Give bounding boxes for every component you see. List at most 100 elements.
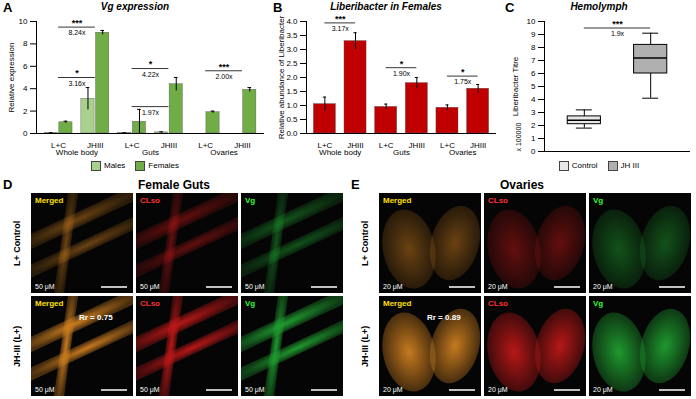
- svg-text:Vg: Vg: [593, 299, 603, 308]
- svg-text:Vg: Vg: [245, 196, 255, 205]
- svg-text:***: ***: [219, 62, 230, 72]
- svg-text:50 μM: 50 μM: [245, 283, 265, 291]
- svg-text:JHIII: JHIII: [234, 141, 251, 151]
- svg-text:L+C: L+C: [317, 141, 333, 151]
- svg-text:3: 3: [531, 108, 536, 117]
- svg-text:L+C: L+C: [379, 141, 394, 150]
- svg-text:Merged: Merged: [35, 196, 64, 205]
- svg-text:0: 0: [23, 129, 28, 138]
- svg-text:20 μM: 20 μM: [593, 386, 613, 394]
- svg-text:0.0: 0.0: [286, 129, 298, 138]
- svg-text:5: 5: [531, 82, 536, 91]
- svg-text:8.24x: 8.24x: [68, 29, 86, 36]
- svg-text:***: ***: [335, 14, 346, 24]
- svg-text:Rr = 0.89: Rr = 0.89: [427, 313, 461, 322]
- svg-text:20 μM: 20 μM: [488, 283, 508, 291]
- svg-text:20 μM: 20 μM: [488, 386, 508, 394]
- svg-text:JHIII: JHIII: [87, 141, 104, 151]
- svg-text:Guts: Guts: [393, 148, 410, 157]
- svg-text:1.97x: 1.97x: [142, 109, 160, 116]
- svg-text:4: 4: [531, 95, 536, 104]
- svg-text:50 μM: 50 μM: [140, 283, 160, 291]
- svg-text:0.5: 0.5: [286, 115, 298, 124]
- html-text:B: B: [273, 0, 283, 15]
- svg-text:1.5: 1.5: [286, 87, 298, 96]
- svg-text:Whole body: Whole body: [56, 148, 98, 157]
- html-text:Males: Males: [104, 161, 126, 171]
- svg-text:CLso: CLso: [140, 299, 160, 308]
- svg-text:1: 1: [531, 134, 536, 143]
- svg-text:Merged: Merged: [35, 299, 64, 308]
- svg-text:Merged: Merged: [383, 196, 412, 205]
- svg-text:Vg: Vg: [245, 299, 255, 308]
- svg-text:JHIII: JHIII: [409, 141, 425, 150]
- svg-text:4.22x: 4.22x: [142, 71, 160, 78]
- svg-text:8: 8: [23, 39, 28, 48]
- svg-text:6: 6: [531, 69, 536, 78]
- html-text:Ovaries: Ovaries: [500, 178, 544, 192]
- svg-text:50 μM: 50 μM: [140, 386, 160, 394]
- svg-text:*: *: [149, 59, 153, 69]
- svg-text:CLso: CLso: [488, 196, 508, 205]
- svg-text:2.00x: 2.00x: [215, 73, 233, 80]
- svg-text:1.90x: 1.90x: [393, 70, 411, 77]
- svg-text:0: 0: [531, 147, 536, 156]
- svg-text:2: 2: [23, 107, 28, 116]
- svg-text:JHIII: JHIII: [469, 141, 487, 151]
- svg-text:3.0: 3.0: [286, 45, 298, 54]
- svg-text:*: *: [75, 68, 79, 78]
- svg-text:L+C: L+C: [51, 141, 66, 151]
- svg-text:20 μM: 20 μM: [383, 386, 403, 394]
- svg-text:6: 6: [23, 62, 28, 71]
- svg-text:Relative expression: Relative expression: [7, 43, 16, 113]
- svg-text:10: 10: [19, 17, 28, 26]
- svg-text:3.16x: 3.16x: [68, 80, 86, 87]
- svg-text:*: *: [461, 67, 465, 77]
- svg-text:JHIII: JHIII: [347, 141, 364, 151]
- html-text:Liberibacter in Females: Liberibacter in Females: [330, 1, 442, 12]
- svg-text:***: ***: [72, 18, 83, 28]
- svg-text:7: 7: [531, 56, 536, 65]
- svg-text:Rr = 0.75: Rr = 0.75: [79, 313, 113, 322]
- svg-text:CLso: CLso: [140, 196, 160, 205]
- svg-text:CLso: CLso: [488, 299, 508, 308]
- svg-text:Liberibacter Titre: Liberibacter Titre: [511, 56, 520, 116]
- svg-text:Guts: Guts: [142, 148, 159, 157]
- html-text:Vg expression: Vg expression: [100, 1, 170, 12]
- svg-text:20 μM: 20 μM: [593, 283, 613, 291]
- svg-text:50 μM: 50 μM: [245, 386, 265, 394]
- svg-text:3.5: 3.5: [286, 31, 298, 40]
- svg-text:9: 9: [531, 30, 536, 39]
- svg-text:Ovaries: Ovaries: [449, 148, 477, 157]
- svg-text:L+C: L+C: [440, 141, 455, 151]
- svg-text:***: ***: [612, 19, 623, 29]
- svg-text:Merged: Merged: [383, 299, 412, 308]
- svg-text:L+C: L+C: [125, 141, 140, 150]
- html-text:Hemolymph: Hemolymph: [570, 1, 628, 12]
- svg-text:x 100000: x 100000: [515, 123, 522, 152]
- svg-text:L+C: L+C: [198, 141, 214, 151]
- svg-text:Vg: Vg: [593, 196, 603, 205]
- svg-text:Whole body: Whole body: [319, 148, 361, 157]
- svg-text:4: 4: [23, 84, 28, 93]
- svg-text:1.0: 1.0: [286, 101, 298, 110]
- html-text:A: A: [3, 0, 13, 15]
- svg-text:50 μM: 50 μM: [35, 386, 55, 394]
- svg-text:4.0: 4.0: [286, 17, 298, 26]
- svg-text:20 μM: 20 μM: [383, 283, 403, 291]
- svg-text:Ovaries: Ovaries: [210, 148, 238, 157]
- svg-text:10: 10: [527, 17, 536, 26]
- svg-text:1.9x: 1.9x: [611, 30, 625, 37]
- svg-text:8: 8: [531, 43, 536, 52]
- html-text:Females: Females: [148, 161, 179, 171]
- svg-text:2: 2: [531, 121, 536, 130]
- svg-text:1.75x: 1.75x: [454, 78, 472, 85]
- svg-text:JHIII: JHIII: [161, 141, 177, 150]
- svg-text:*: *: [400, 59, 404, 69]
- html-text:Female Guts: Female Guts: [138, 178, 210, 192]
- svg-text:50 μM: 50 μM: [35, 283, 55, 291]
- svg-text:2.5: 2.5: [286, 59, 298, 68]
- svg-text:Relative abundance of Liberiba: Relative abundance of Liberibacter: [277, 15, 286, 139]
- svg-text:2.0: 2.0: [286, 73, 298, 82]
- svg-text:3.17x: 3.17x: [332, 25, 350, 32]
